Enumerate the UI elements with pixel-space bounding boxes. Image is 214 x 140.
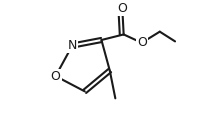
Text: O: O xyxy=(117,2,127,15)
Text: O: O xyxy=(137,36,147,49)
Text: N: N xyxy=(68,39,77,52)
Text: O: O xyxy=(51,70,61,83)
